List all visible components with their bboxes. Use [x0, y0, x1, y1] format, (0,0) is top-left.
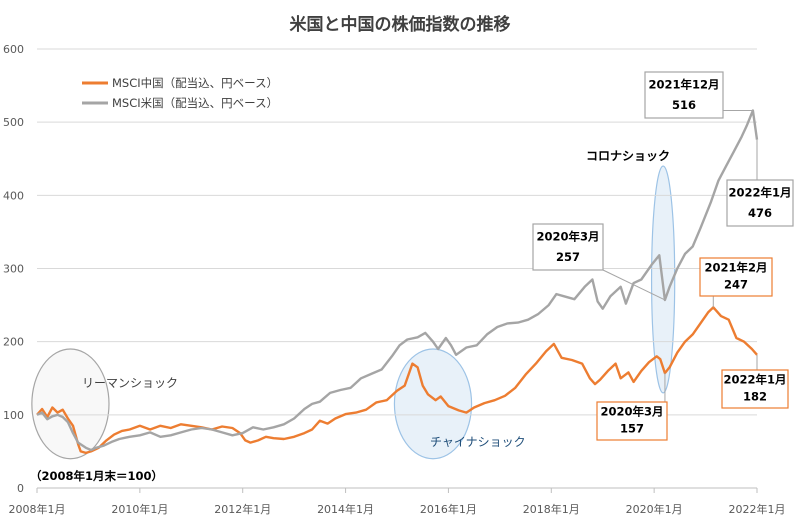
axes: 0 100 200 300 400 500 600 2008年1月 2010年1月 2012年1月… [3, 43, 786, 516]
chart-title: 米国と中国の株価指数の推移 [290, 14, 511, 35]
callout-date: 2022年1月 [728, 186, 791, 200]
highlight-ellipses [31, 165, 676, 460]
x-tick-label: 2022年1月 [729, 502, 786, 516]
y-tick-label: 100 [3, 409, 24, 422]
callout-box [721, 369, 789, 409]
annotation-label: コロナショック [586, 149, 670, 163]
callout-value: 157 [620, 421, 644, 435]
callouts: 2021年12月 516 2022年1月 476 2020年3月 257 2021年2月 24… [532, 71, 794, 441]
legend-label-1: MSCI米国（配当込、円ベース） [112, 96, 278, 110]
legend: MSCI中国（配当込、円ベース） MSCI米国（配当込、円ベース） [82, 76, 278, 110]
x-tick-label: 2010年1月 [111, 502, 168, 516]
y-tick-label: 500 [3, 116, 24, 129]
x-tick-label: 2014年1月 [317, 502, 374, 516]
callout-box [532, 223, 604, 271]
callout-date: 2021年12月 [648, 78, 719, 92]
series-line-1 [36, 109, 759, 452]
annotation-label: リーマンショック [82, 376, 178, 390]
highlight-ellipse-0 [31, 348, 110, 460]
y-tick-label: 600 [3, 43, 24, 56]
x-tick-label: 2012年1月 [214, 502, 271, 516]
series-line-0 [36, 306, 758, 455]
x-tick-label: 2018年1月 [523, 502, 580, 516]
annotation-label: チャイナショック [430, 435, 526, 449]
callout-box [596, 401, 668, 441]
callout-box [644, 71, 724, 119]
y-tick-label: 0 [17, 482, 24, 495]
legend-label-0: MSCI中国（配当込、円ベース） [112, 76, 278, 90]
y-tick-label: 200 [3, 336, 24, 349]
callout-value: 247 [724, 277, 748, 291]
series-lines [36, 109, 759, 455]
callout-value: 516 [672, 98, 696, 112]
callout-value: 182 [743, 389, 767, 403]
callout-value: 476 [748, 206, 772, 220]
callout-box [699, 257, 773, 297]
x-tick-label: 2020年1月 [626, 502, 683, 516]
annotation-label: （2008年1月末＝100） [30, 469, 163, 483]
y-tick-label: 400 [3, 189, 24, 202]
callout-date: 2020年3月 [536, 230, 599, 244]
callout-date: 2021年2月 [704, 261, 767, 275]
callout-value: 257 [556, 250, 580, 264]
y-tick-label: 300 [3, 263, 24, 276]
callout-date: 2022年1月 [723, 373, 786, 387]
callout-leader [602, 269, 666, 301]
highlight-ellipse-1 [393, 348, 473, 460]
x-tick-label: 2008年1月 [9, 502, 66, 516]
callout-date: 2020年3月 [600, 405, 663, 419]
callout-box [726, 179, 794, 227]
x-tick-label: 2016年1月 [420, 502, 477, 516]
